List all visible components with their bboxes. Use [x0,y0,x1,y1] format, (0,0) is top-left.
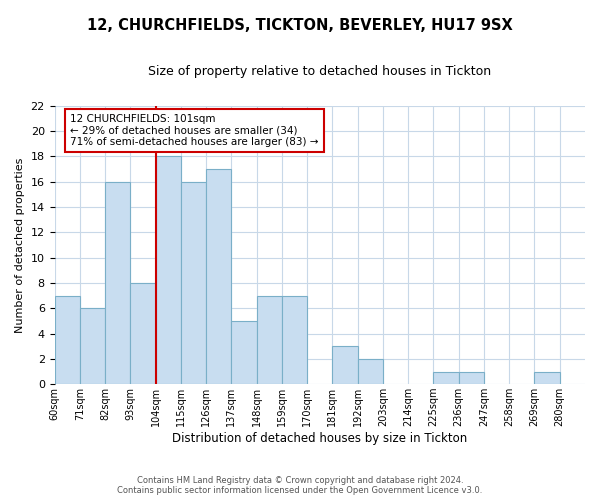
Text: Contains HM Land Registry data © Crown copyright and database right 2024.
Contai: Contains HM Land Registry data © Crown c… [118,476,482,495]
Bar [257,296,282,384]
Bar [332,346,358,384]
Bar [80,308,105,384]
Bar [206,169,232,384]
Bar [55,296,80,384]
Bar [458,372,484,384]
Bar [181,182,206,384]
Y-axis label: Number of detached properties: Number of detached properties [15,157,25,332]
Bar [535,372,560,384]
Bar [155,156,181,384]
Text: 12, CHURCHFIELDS, TICKTON, BEVERLEY, HU17 9SX: 12, CHURCHFIELDS, TICKTON, BEVERLEY, HU1… [87,18,513,32]
Text: 12 CHURCHFIELDS: 101sqm
← 29% of detached houses are smaller (34)
71% of semi-de: 12 CHURCHFIELDS: 101sqm ← 29% of detache… [70,114,319,147]
Bar [130,283,155,384]
Title: Size of property relative to detached houses in Tickton: Size of property relative to detached ho… [148,65,491,78]
Bar [433,372,458,384]
Bar [232,321,257,384]
X-axis label: Distribution of detached houses by size in Tickton: Distribution of detached houses by size … [172,432,467,445]
Bar [358,359,383,384]
Bar [105,182,130,384]
Bar [282,296,307,384]
